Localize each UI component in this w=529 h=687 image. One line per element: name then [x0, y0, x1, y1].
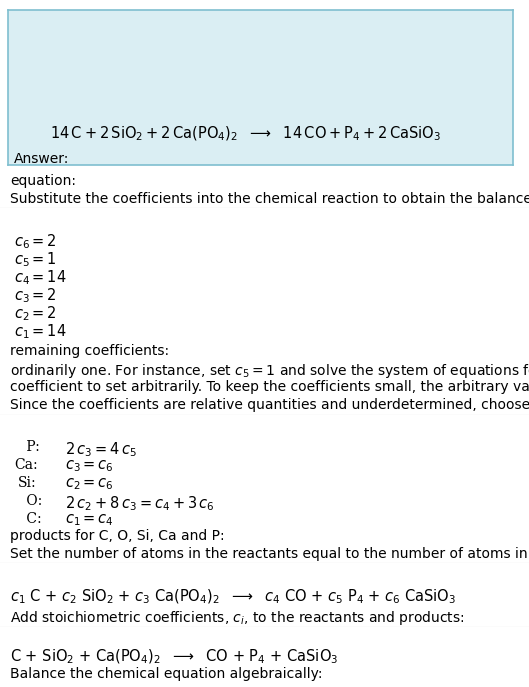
Text: Add stoichiometric coefficients, $c_i$, to the reactants and products:: Add stoichiometric coefficients, $c_i$, …	[10, 609, 464, 627]
Text: $2\,c_3 = 4\,c_5$: $2\,c_3 = 4\,c_5$	[65, 440, 137, 459]
Text: $c_4 = 14$: $c_4 = 14$	[14, 268, 67, 286]
Text: C:: C:	[22, 512, 42, 526]
Text: Set the number of atoms in the reactants equal to the number of atoms in the: Set the number of atoms in the reactants…	[10, 547, 529, 561]
Text: equation:: equation:	[10, 174, 76, 188]
Text: $c_1 = c_4$: $c_1 = c_4$	[65, 512, 114, 528]
Text: $c_1 = 14$: $c_1 = 14$	[14, 322, 67, 341]
Text: $c_5 = 1$: $c_5 = 1$	[14, 250, 57, 269]
Text: Si:: Si:	[18, 476, 37, 490]
Text: Ca:: Ca:	[14, 458, 38, 472]
Text: $c_1$ C + $c_2$ SiO$_2$ + $c_3$ Ca(PO$_4$)$_2$  $\longrightarrow$  $c_4$ CO + $c: $c_1$ C + $c_2$ SiO$_2$ + $c_3$ Ca(PO$_4…	[10, 588, 456, 607]
Text: $c_6 = 2$: $c_6 = 2$	[14, 232, 57, 251]
Text: C + SiO$_2$ + Ca(PO$_4$)$_2$  $\longrightarrow$  CO + P$_4$ + CaSiO$_3$: C + SiO$_2$ + Ca(PO$_4$)$_2$ $\longright…	[10, 648, 338, 666]
Text: $c_3 = c_6$: $c_3 = c_6$	[65, 458, 114, 474]
Text: $2\,c_2 + 8\,c_3 = c_4 + 3\,c_6$: $2\,c_2 + 8\,c_3 = c_4 + 3\,c_6$	[65, 494, 215, 513]
Text: Substitute the coefficients into the chemical reaction to obtain the balanced: Substitute the coefficients into the che…	[10, 192, 529, 206]
Text: Since the coefficients are relative quantities and underdetermined, choose a: Since the coefficients are relative quan…	[10, 398, 529, 412]
Text: O:: O:	[22, 494, 42, 508]
Text: products for C, O, Si, Ca and P:: products for C, O, Si, Ca and P:	[10, 529, 225, 543]
Text: P:: P:	[22, 440, 40, 454]
Text: $14\,\mathrm{C} + 2\,\mathrm{SiO_2} + 2\,\mathrm{Ca(PO_4)_2}$  $\longrightarrow$: $14\,\mathrm{C} + 2\,\mathrm{SiO_2} + 2\…	[50, 125, 441, 144]
Text: ordinarily one. For instance, set $c_5 = 1$ and solve the system of equations fo: ordinarily one. For instance, set $c_5 =…	[10, 362, 529, 380]
Text: remaining coefficients:: remaining coefficients:	[10, 344, 169, 358]
Text: Answer:: Answer:	[14, 152, 69, 166]
Text: $c_2 = c_6$: $c_2 = c_6$	[65, 476, 114, 492]
Text: Balance the chemical equation algebraically:: Balance the chemical equation algebraica…	[10, 667, 323, 681]
Text: $c_3 = 2$: $c_3 = 2$	[14, 286, 57, 305]
Text: coefficient to set arbitrarily. To keep the coefficients small, the arbitrary va: coefficient to set arbitrarily. To keep …	[10, 380, 529, 394]
Text: $c_2 = 2$: $c_2 = 2$	[14, 304, 57, 323]
